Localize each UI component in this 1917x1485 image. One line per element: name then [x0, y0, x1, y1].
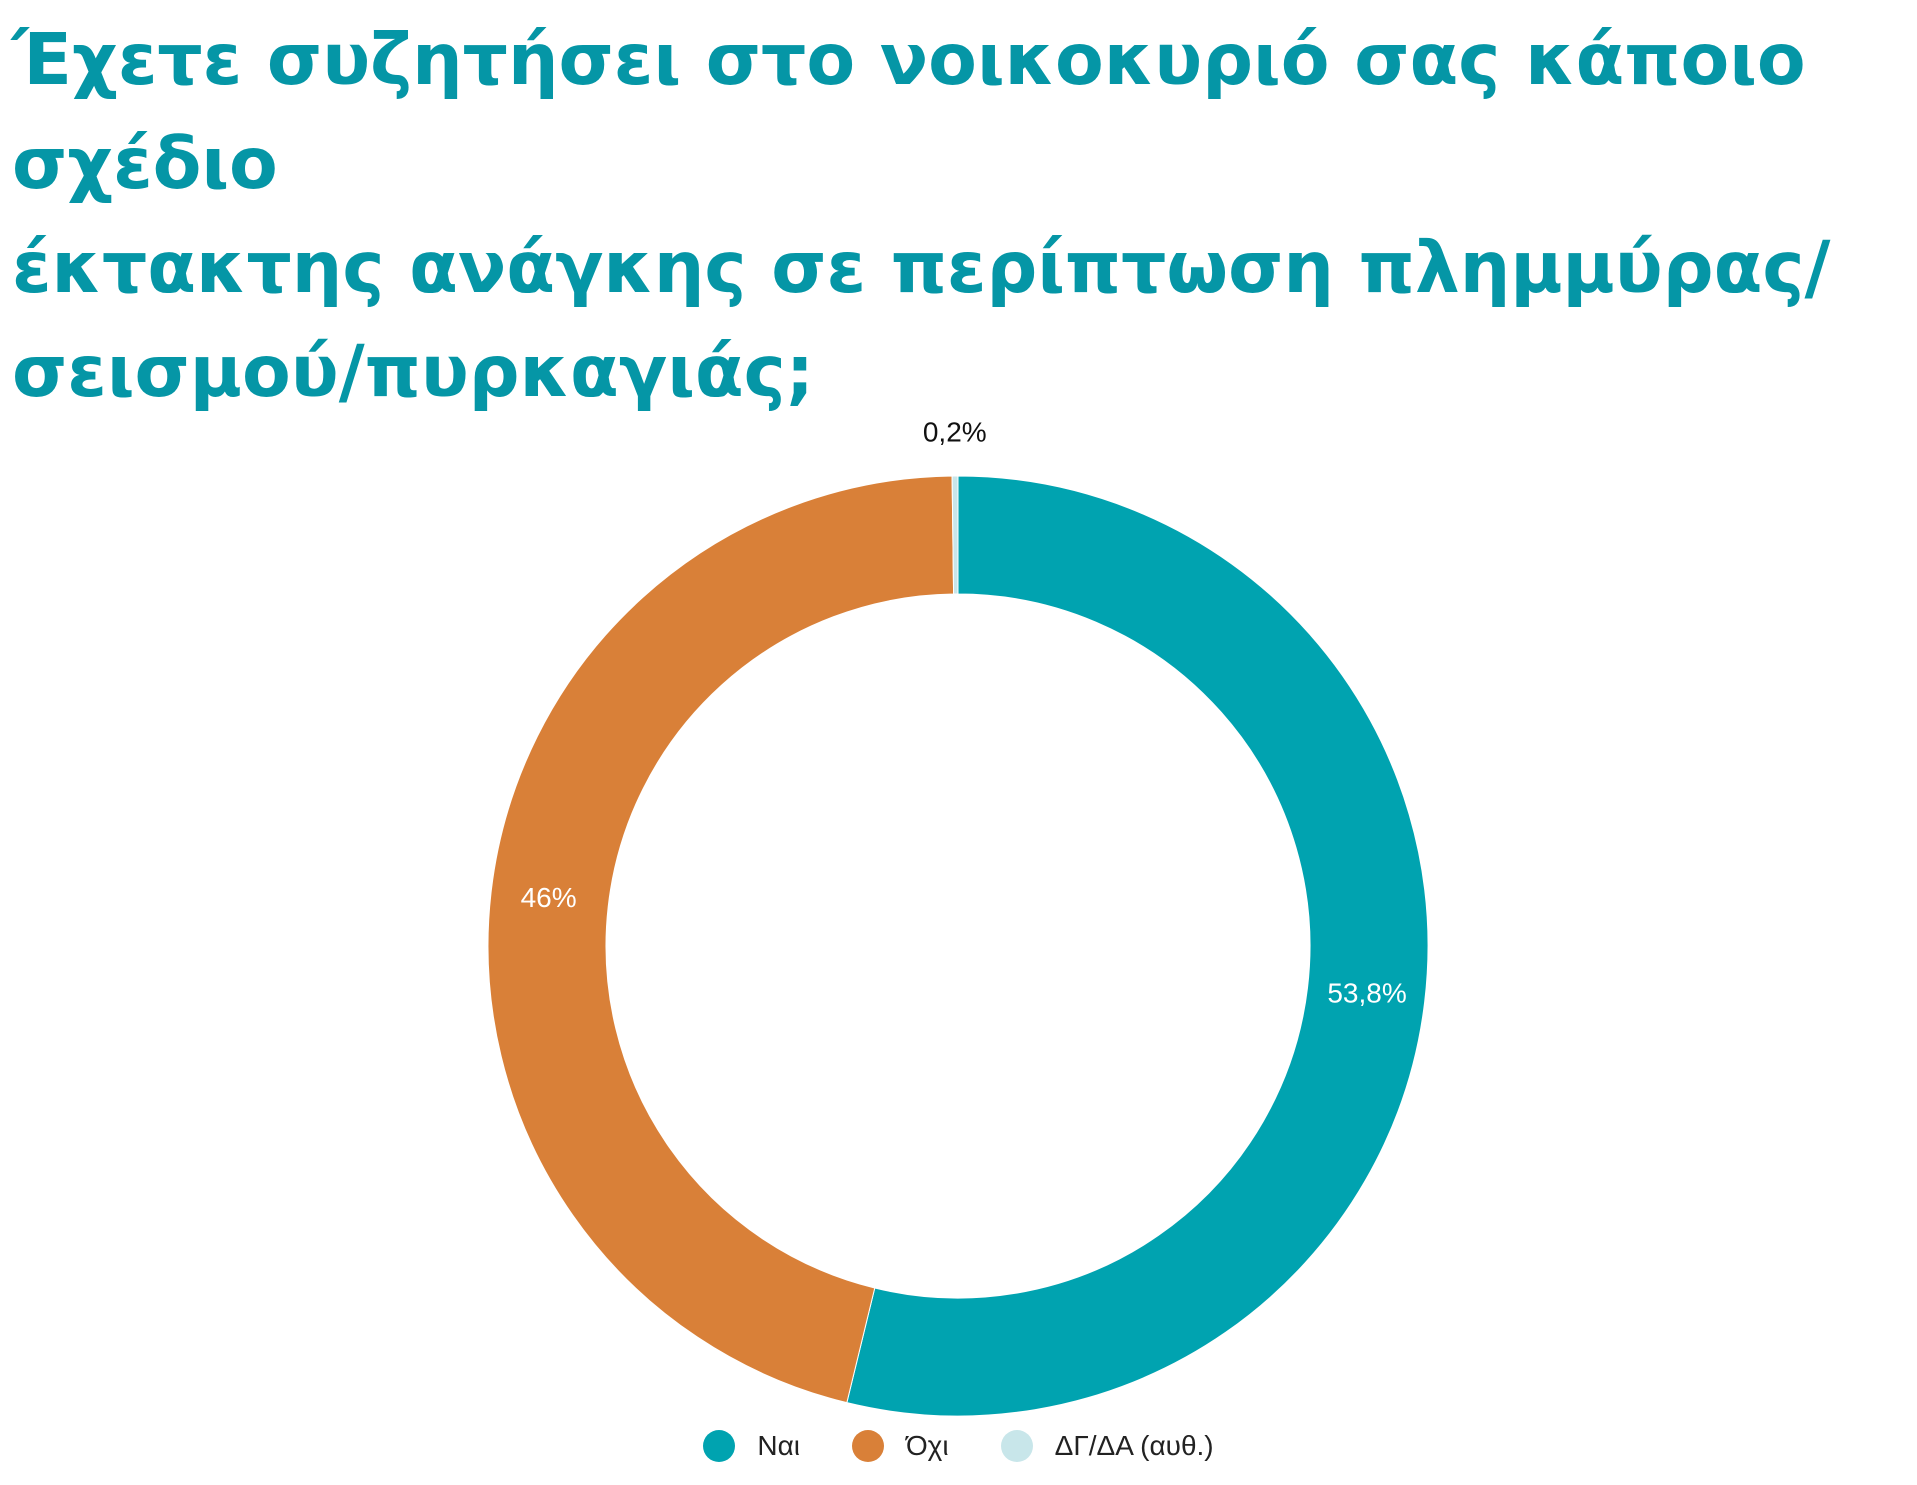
donut-slices: [487, 475, 1429, 1417]
slice-yes: [846, 475, 1429, 1417]
slice-dk: [951, 475, 959, 595]
legend-swatch-no: [852, 1430, 884, 1462]
data-labels: 53,8% 46% 0,2%: [521, 416, 1407, 1008]
data-label-yes: 53,8%: [1327, 977, 1406, 1008]
legend: Ναι Όχι ΔΓ/ΔΑ (αυθ.): [0, 1430, 1917, 1462]
legend-item-yes: Ναι: [703, 1430, 800, 1462]
slice-no: [487, 475, 955, 1404]
legend-item-no: Όχι: [852, 1430, 949, 1462]
legend-swatch-yes: [703, 1430, 736, 1462]
data-label-no: 46%: [521, 882, 577, 913]
legend-label-dk: ΔΓ/ΔΑ (αυθ.): [1054, 1430, 1214, 1461]
legend-label-yes: Ναι: [757, 1430, 800, 1461]
legend-item-dk: ΔΓ/ΔΑ (αυθ.): [1000, 1430, 1214, 1462]
data-label-dk: 0,2%: [923, 416, 987, 447]
legend-label-no: Όχι: [906, 1430, 949, 1461]
legend-swatch-dk: [1000, 1430, 1033, 1462]
chart-title: Έχετε συζητήσει στο νοικοκυριό σας κάποι…: [12, 18, 1831, 413]
